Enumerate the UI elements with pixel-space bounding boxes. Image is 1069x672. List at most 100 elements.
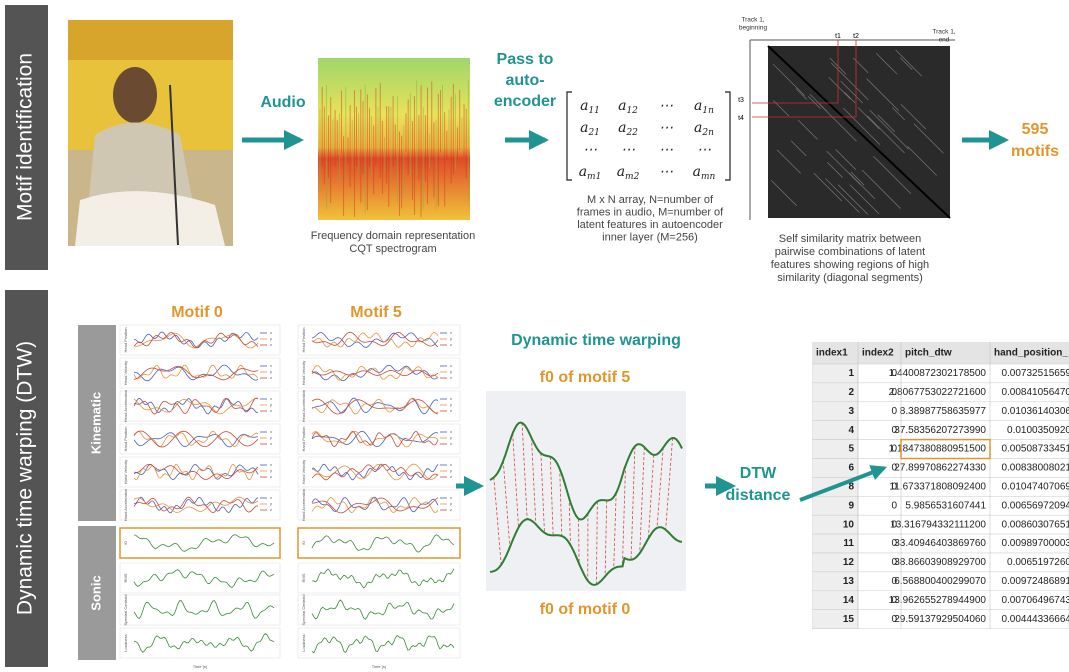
row-label: Head Acceleration (123, 390, 128, 422)
section-label: Dynamic time warping (DTW) (14, 341, 37, 615)
table-cell: 13.316794332111200 (890, 519, 986, 530)
distance-label: DTW (740, 465, 777, 482)
table-cell: 1 (848, 368, 854, 379)
table-cell: 33.40946403869760 (894, 538, 986, 549)
matrix-base: a (580, 120, 588, 136)
photo (68, 20, 233, 246)
table-cell: 0.00706496743 (1001, 595, 1069, 606)
matrix-base: a (694, 120, 702, 136)
caption: Self similarity matrix between (779, 233, 921, 245)
row-label: Head Position (301, 328, 306, 353)
legend-label: z (450, 375, 452, 380)
caption: inner layer (M=256) (602, 231, 698, 243)
matrix-base: a (693, 164, 701, 180)
row-label: Spectral Centroid (123, 595, 128, 626)
motif-label: Motif 5 (350, 304, 402, 321)
matrix-cell: am2 (617, 164, 640, 182)
table-cell: 2.8067753022721600 (889, 387, 987, 398)
legend-label: z (450, 507, 452, 512)
ssm-label: beginning (739, 25, 768, 32)
table-cell: 0 (891, 406, 897, 417)
matrix-cell: amn (693, 164, 716, 182)
table-cell: 5.9856531607441 (905, 500, 986, 511)
legend-label: z (450, 474, 452, 479)
table-cell: 0.00989700003 (1001, 538, 1069, 549)
table-cell: 27.89970862274330 (894, 463, 986, 474)
table-cell: 2 (848, 387, 854, 398)
table-cell: 11.673371808092400 (889, 481, 986, 492)
legend-label: y (270, 501, 272, 506)
legend-label: z (270, 342, 272, 347)
matrix-cell: ⋯ (621, 142, 635, 158)
matrix-sub: mn (701, 172, 716, 182)
matrix-sub: 1n (702, 106, 714, 116)
table-cell: 0.01047407069 (1001, 481, 1069, 492)
table-cell: 0.00972486891 (1001, 576, 1069, 587)
table-cell: 15 (843, 614, 855, 625)
group-label: Sonic (88, 575, 103, 610)
table-cell: 10 (843, 519, 855, 530)
table-cell: 38.86603908929700 (894, 557, 986, 568)
legend-label: z (450, 441, 452, 446)
legend-label: z (270, 441, 272, 446)
legend-label: y (450, 336, 452, 341)
mini-panel (298, 490, 460, 520)
legend-label: x (450, 429, 452, 434)
matrix-cell: ⋯ (659, 164, 673, 180)
table-cell: 8.38987758635977 (900, 406, 987, 417)
legend-label: x (450, 330, 452, 335)
table-cell: 0.00444336664 (1001, 614, 1069, 625)
matrix-sub: 11 (588, 106, 599, 116)
legend-label: x (450, 363, 452, 368)
matrix-cell: ⋯ (583, 142, 597, 158)
autoencoder-label: Pass to (497, 51, 554, 68)
legend-label: x (270, 363, 272, 368)
mini-panel (298, 457, 460, 487)
table-cell: 6 (848, 463, 854, 474)
legend-label: x (450, 396, 452, 401)
column-header: hand_position_ (994, 348, 1068, 359)
table-cell: 13 (843, 576, 855, 587)
caption: frames in audio, M=number of (577, 206, 724, 218)
table-cell: 0 (891, 500, 897, 511)
row-label: Hand Position (123, 427, 128, 452)
row-label: Head Velocity (123, 361, 128, 385)
table-cell: 0.00838008021 (1001, 463, 1069, 474)
mini-panel (298, 391, 460, 421)
table-cell: 0.00860307651 (1001, 519, 1069, 530)
ssm-label: t3 (738, 97, 744, 104)
result: motifs (1011, 143, 1059, 160)
autoencoder-label: auto- (505, 72, 544, 89)
table-cell: 14 (843, 595, 855, 606)
mini-panel (120, 358, 280, 388)
legend-label: y (450, 369, 452, 374)
table-cell: 29.59137929504060 (894, 614, 986, 625)
distance-label: distance (726, 487, 791, 504)
legend-label: z (450, 342, 452, 347)
caption: features showing regions of high (771, 259, 929, 271)
caption: Frequency domain representation (311, 230, 475, 242)
legend-label: z (270, 474, 272, 479)
section-label: Motif identification (14, 53, 37, 221)
legend-label: y (450, 402, 452, 407)
mini-panel (120, 563, 280, 593)
matrix-cell: a2n (694, 120, 714, 138)
table-cell: 0.00732515659 (1001, 368, 1069, 379)
matrix-cell: a11 (580, 98, 600, 116)
row-label: Hand Velocity (301, 460, 306, 484)
row-label: Hand Acceleration (123, 489, 128, 521)
mini-panel (298, 563, 460, 593)
table-cell: 6.568800400299070 (894, 576, 986, 587)
table-cell: 1.1847380880951500 (889, 444, 987, 455)
matrix-cell: a22 (618, 120, 638, 138)
matrix-base: a (618, 98, 626, 114)
group-label: Kinematic (88, 392, 103, 454)
mini-panel (120, 595, 280, 625)
row-label: Head Velocity (301, 361, 306, 385)
row-label: Loudness (301, 634, 306, 651)
mini-panel (298, 595, 460, 625)
legend-label: x (270, 330, 272, 335)
row-label: Hand Velocity (123, 460, 128, 484)
legend-label: y (450, 435, 452, 440)
ssm-label: t1 (835, 33, 841, 40)
